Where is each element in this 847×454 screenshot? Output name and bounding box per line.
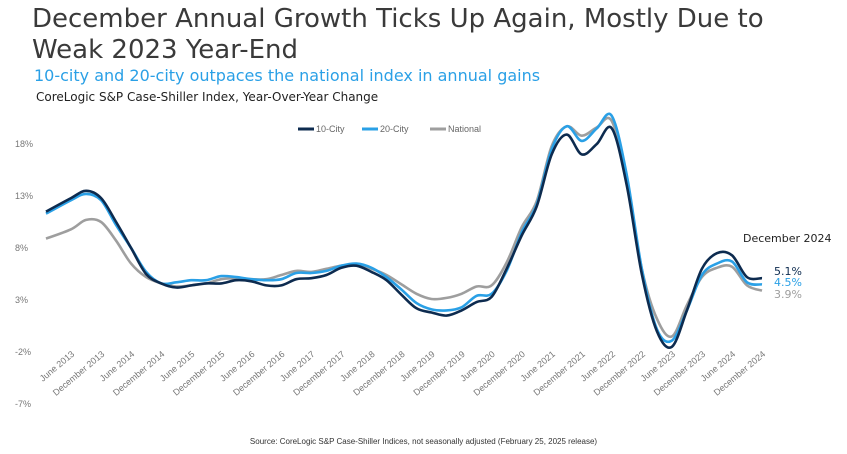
page-title: December Annual Growth Ticks Up Again, M… <box>32 4 764 65</box>
end-label-10-city: 5.1% <box>774 265 802 278</box>
x-tick-label: December 2023 <box>652 349 707 398</box>
series-lines <box>45 112 763 349</box>
y-tick-label: 18% <box>15 139 33 149</box>
x-tick-label: December 2013 <box>51 349 106 398</box>
series-line-10-city <box>45 125 763 349</box>
x-tick-label: December 2021 <box>532 349 587 398</box>
legend-label-20-city: 20-City <box>380 124 409 134</box>
legend-label-10-city: 10-City <box>316 124 345 134</box>
legend-label-national: National <box>448 124 481 134</box>
y-tick-label: 3% <box>15 295 28 305</box>
y-axis-ticks: 18% 13% 8% 3% -2% -7% <box>15 139 33 409</box>
x-tick-label: December 2016 <box>231 349 286 398</box>
end-label-20-city: 4.5% <box>774 276 802 289</box>
x-tick-label: December 2014 <box>111 349 166 398</box>
annotation-december-2024: December 2024 <box>743 232 832 245</box>
x-tick-label: December 2017 <box>291 349 346 398</box>
y-tick-label: -7% <box>15 399 31 409</box>
x-tick-label: December 2015 <box>171 349 226 398</box>
x-tick-label: December 2022 <box>592 349 647 398</box>
page-subtitle: 10-city and 20-city outpaces the nationa… <box>34 66 541 85</box>
y-tick-label: 8% <box>15 243 28 253</box>
end-label-national: 3.9% <box>774 288 802 301</box>
y-tick-label: -2% <box>15 347 31 357</box>
x-tick-label: December 2018 <box>351 349 406 398</box>
x-tick-label: December 2020 <box>471 349 526 398</box>
chart-title: CoreLogic S&P Case-Shiller Index, Year-O… <box>36 90 379 104</box>
end-value-labels: 5.1%4.5%3.9% <box>774 265 802 301</box>
legend: 10-City 20-City National <box>298 124 481 134</box>
series-line-20-city <box>45 112 763 344</box>
x-tick-label: December 2019 <box>411 349 466 398</box>
y-tick-label: 13% <box>15 191 33 201</box>
source-note: Source: CoreLogic S&P Case-Shiller Indic… <box>249 437 598 446</box>
series-line-national <box>45 116 763 339</box>
x-tick-label: December 2024 <box>712 349 767 398</box>
